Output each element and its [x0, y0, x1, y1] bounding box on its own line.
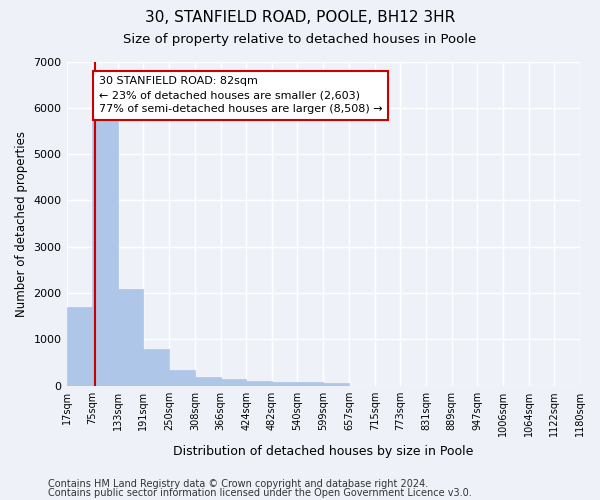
Y-axis label: Number of detached properties: Number of detached properties — [15, 130, 28, 316]
Bar — [272, 382, 298, 386]
Bar — [246, 381, 272, 386]
Bar — [195, 376, 221, 386]
Bar — [118, 288, 143, 386]
Text: 30 STANFIELD ROAD: 82sqm
← 23% of detached houses are smaller (2,603)
77% of sem: 30 STANFIELD ROAD: 82sqm ← 23% of detach… — [99, 76, 382, 114]
Bar — [323, 384, 349, 386]
Bar — [92, 112, 118, 386]
Bar — [298, 382, 323, 386]
Bar — [143, 348, 169, 386]
Text: Contains public sector information licensed under the Open Government Licence v3: Contains public sector information licen… — [48, 488, 472, 498]
Text: Size of property relative to detached houses in Poole: Size of property relative to detached ho… — [124, 32, 476, 46]
Text: Contains HM Land Registry data © Crown copyright and database right 2024.: Contains HM Land Registry data © Crown c… — [48, 479, 428, 489]
Bar — [169, 370, 195, 386]
Text: 30, STANFIELD ROAD, POOLE, BH12 3HR: 30, STANFIELD ROAD, POOLE, BH12 3HR — [145, 10, 455, 25]
X-axis label: Distribution of detached houses by size in Poole: Distribution of detached houses by size … — [173, 444, 473, 458]
Bar — [221, 379, 246, 386]
Bar — [67, 307, 92, 386]
